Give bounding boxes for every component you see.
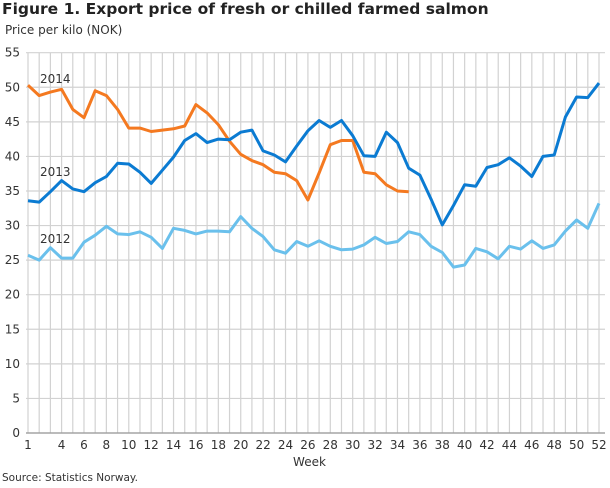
- x-tick-label: 28: [323, 438, 338, 452]
- y-tick-label: 10: [5, 357, 20, 371]
- x-tick-label: 10: [121, 438, 136, 452]
- y-tick-label: 30: [5, 219, 20, 233]
- x-tick-label: 22: [255, 438, 270, 452]
- x-tick-label: 46: [524, 438, 539, 452]
- x-tick-label: 32: [367, 438, 382, 452]
- x-tick-label: 6: [80, 438, 88, 452]
- x-tick-label: 24: [278, 438, 293, 452]
- x-tick-label: 20: [233, 438, 248, 452]
- x-tick-label: 36: [412, 438, 427, 452]
- y-tick-label: 25: [5, 253, 20, 267]
- x-tick-label: 34: [390, 438, 405, 452]
- series-line-2012: [27, 202, 601, 269]
- y-tick-label: 15: [5, 322, 20, 336]
- x-tick-label: 48: [547, 438, 562, 452]
- series-line-2014: [26, 84, 409, 202]
- x-tick-label: 1: [24, 438, 32, 452]
- x-tick-label: 52: [591, 438, 606, 452]
- chart-title: Figure 1. Export price of fresh or chill…: [2, 0, 489, 18]
- x-tick-label: 12: [144, 438, 159, 452]
- x-tick-label: 42: [479, 438, 494, 452]
- x-tick-label: 4: [58, 438, 66, 452]
- y-tick-label: 35: [5, 184, 20, 198]
- x-tick-label: 16: [188, 438, 203, 452]
- x-tick-label: 40: [457, 438, 472, 452]
- x-tick-label: 18: [211, 438, 226, 452]
- y-tick-label: 45: [5, 115, 20, 129]
- x-tick-label: 8: [103, 438, 111, 452]
- x-tick-label: 50: [569, 438, 584, 452]
- series-line-2013: [27, 82, 601, 227]
- y-tick-label: 5: [12, 391, 20, 405]
- y-axis-label: Price per kilo (NOK): [5, 23, 122, 37]
- x-axis-label: Week: [293, 455, 326, 469]
- series-label-2014: 2014: [40, 72, 71, 86]
- source-note: Source: Statistics Norway.: [2, 472, 138, 484]
- y-tick-label: 20: [5, 288, 20, 302]
- x-tick-label: 14: [166, 438, 181, 452]
- y-tick-label: 50: [5, 80, 20, 94]
- x-tick-label: 26: [300, 438, 315, 452]
- y-tick-label: 40: [5, 149, 20, 163]
- series-label-2013: 2013: [40, 165, 71, 179]
- y-tick-label: 55: [5, 46, 20, 60]
- x-tick-label: 38: [435, 438, 450, 452]
- y-tick-label: 0: [12, 426, 20, 440]
- x-tick-label: 44: [502, 438, 517, 452]
- x-tick-label: 30: [345, 438, 360, 452]
- series-label-2012: 2012: [40, 232, 71, 246]
